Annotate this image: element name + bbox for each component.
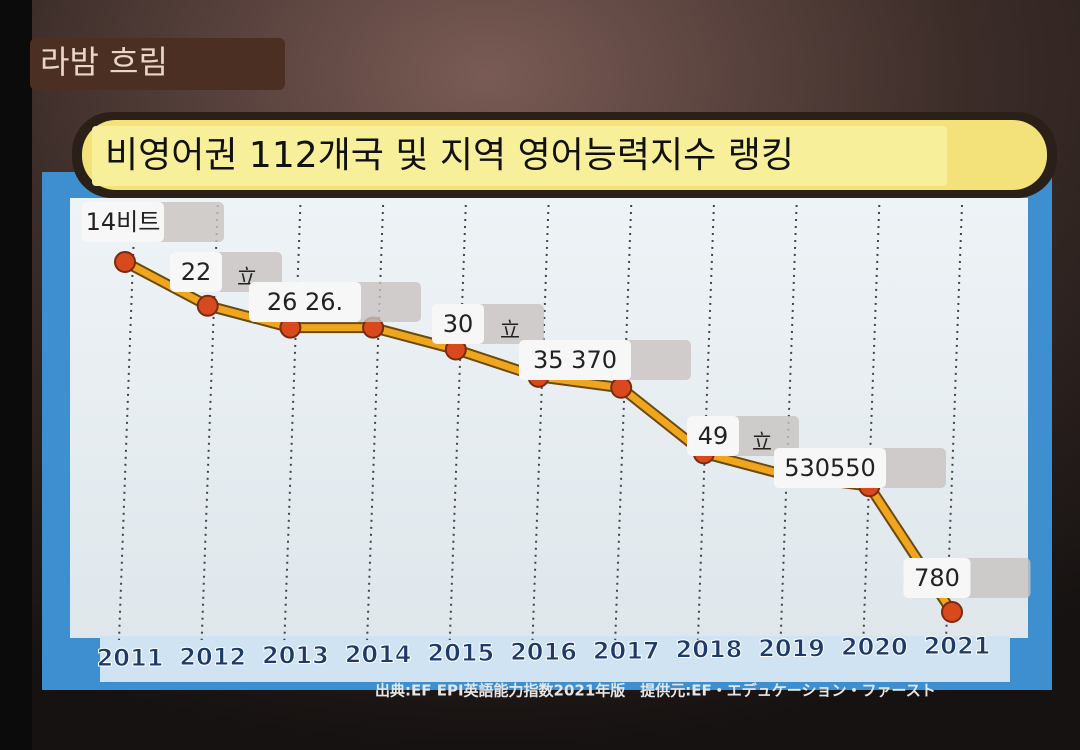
x-tick-label: 2013 [262,642,329,670]
grid-line [200,204,219,641]
axis-band [100,636,1010,682]
annotation-box [170,252,222,292]
grid-line [531,204,550,641]
annotation: 立 [752,430,772,454]
annotation: 22 [181,258,212,286]
x-tick-label: 2020 [841,633,908,661]
annotation: 780 [914,564,960,592]
marker [196,294,219,317]
x-tick-label: 2017 [593,637,660,665]
annotation: 14비트 [86,208,161,236]
marker [941,601,963,623]
x-tick-label: 2016 [510,638,577,666]
annotation: 530550 [784,454,876,482]
x-tick-label: 2019 [758,634,825,662]
annotation: 30 [443,310,474,338]
grid-line [862,204,881,641]
grid-line [118,204,136,641]
marker [114,251,136,273]
annotation: 35 370 [533,346,617,374]
annotation: 26 26. [267,288,343,316]
annotation-box [774,448,886,488]
marker [610,376,633,399]
annotation-box [432,304,484,344]
grid-line [366,204,385,641]
annotation-box [82,202,164,242]
source: 出典:EF EPI英語能力指数2021年版 提供元:EF・エデュケーション・ファ… [375,682,936,700]
edge [0,0,32,750]
annotation-box [519,340,631,380]
annotation: 49 [698,422,729,450]
x-tick-label: 2015 [427,639,494,667]
grid-line [945,204,963,641]
annotation-box [687,416,739,456]
label-box [30,38,285,90]
grid-line [614,204,633,641]
x-tick-label: 2014 [345,640,412,668]
x-tick-label: 2018 [676,636,743,664]
grid-line [283,204,302,641]
header-label: 라밤 흐림 [40,43,168,81]
title-box [92,126,947,186]
annotation-box [249,282,361,322]
x-tick-label: 2012 [179,643,246,671]
grid-line [448,204,467,641]
annotation: 立 [500,318,520,342]
x-tick-label: 2021 [924,632,991,660]
annotation-box [903,558,971,598]
x-tick-label: 2011 [97,644,164,672]
chart-title: 비영어권 112개국 및 지역 영어능력지수 랭킹 [105,135,794,176]
